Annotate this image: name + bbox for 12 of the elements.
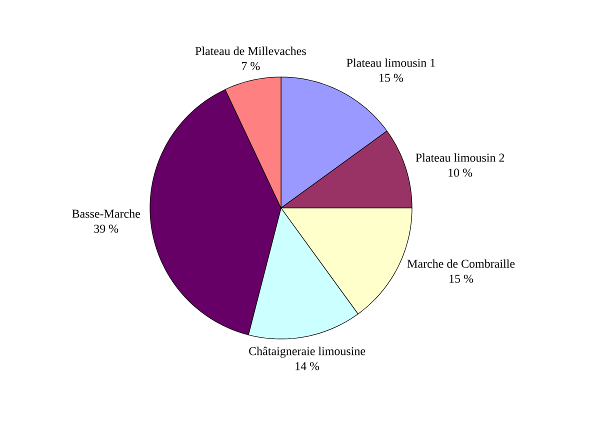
slice-label: Marche de Combraille [407, 259, 515, 268]
data-label: 10 % [448, 168, 472, 177]
slice-label: Basse-Marche [72, 209, 140, 218]
slice-label: Plateau limousin 1 [346, 58, 435, 67]
data-label: 7 % [242, 62, 260, 70]
slice-label: Châtaigneraie limousine [249, 346, 366, 358]
data-label: 14 % [296, 362, 320, 370]
data-label: 15 % [450, 274, 474, 283]
slice-label: Plateau limousin 2 [416, 153, 504, 162]
data-label: 15 % [380, 74, 404, 82]
data-label: 39 % [94, 224, 118, 233]
slice-label: Plateau de Millevaches [195, 46, 306, 56]
